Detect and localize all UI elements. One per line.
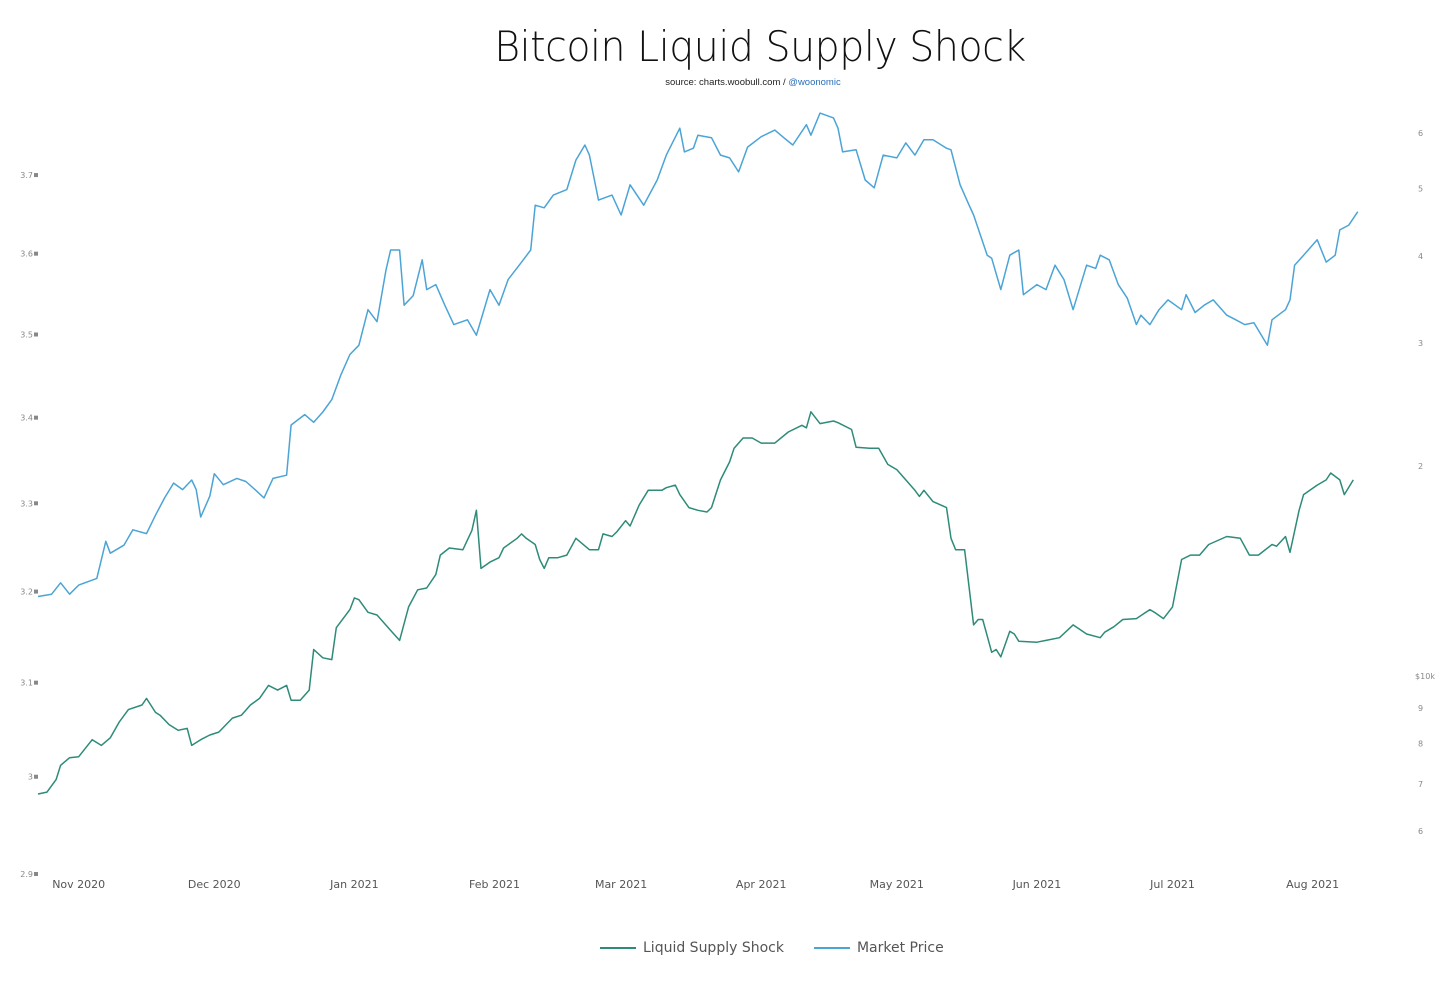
- legend-item-liquid-supply-shock[interactable]: Liquid Supply Shock: [600, 940, 784, 956]
- right-tick-label: 5: [1418, 184, 1423, 193]
- right-tick-label: 6: [1418, 827, 1423, 836]
- x-tick-label: Mar 2021: [595, 878, 647, 891]
- source-text: source: charts.woobull.com /: [665, 77, 789, 88]
- x-tick-label: Apr 2021: [736, 878, 787, 891]
- left-tick-label: 3: [28, 773, 33, 782]
- left-tick-mark: [34, 173, 38, 178]
- left-tick-mark: [34, 332, 38, 337]
- left-tick-label: 3.3: [20, 499, 33, 508]
- right-tick-label: 8: [1418, 740, 1423, 749]
- right-tick-label: 4: [1418, 252, 1423, 261]
- author-handle-link[interactable]: @woonomic: [788, 77, 841, 88]
- legend-swatch-price: [813, 947, 850, 949]
- right-tick-label: 6: [1418, 129, 1423, 138]
- left-tick-label: 3.6: [20, 250, 33, 259]
- x-axis: Nov 2020 Dec 2020 Jan 2021 Feb 2021 Mar 2021…: [52, 878, 1339, 891]
- right-tick-label: $10k: [1415, 672, 1435, 681]
- legend-item-market-price[interactable]: Market Price: [813, 940, 944, 956]
- chart-title: Bitcoin Liquid Supply Shock: [494, 22, 1026, 71]
- legend-label: Market Price: [856, 940, 944, 956]
- legend-swatch-lss: [600, 947, 636, 949]
- x-tick-label: Feb 2021: [469, 878, 520, 891]
- right-tick-label: 7: [1418, 780, 1423, 789]
- left-tick-label: 2.9: [20, 870, 33, 879]
- left-tick-mark: [34, 774, 38, 779]
- chart-subtitle: source: charts.woobull.com / @woonomic: [0, 77, 1456, 88]
- liquid-supply-shock-line: [37, 411, 1354, 795]
- market-price-line: [37, 112, 1359, 598]
- left-tick-label: 3.7: [20, 171, 33, 180]
- left-tick-mark: [34, 251, 38, 256]
- right-tick-label: 2: [1418, 462, 1423, 471]
- x-tick-label: Jan 2021: [329, 878, 378, 891]
- left-axis: 2.9 3 3.1 3.2 3.3 3.4 3.5 3.6 3.7: [20, 171, 38, 879]
- x-tick-label: Aug 2021: [1286, 878, 1339, 891]
- left-tick-label: 3.2: [20, 588, 33, 597]
- left-tick-mark: [34, 501, 38, 506]
- left-tick-mark: [34, 872, 38, 876]
- right-axis: 6 5 4 3 2 $10k 9 8 7 6: [1415, 129, 1435, 836]
- x-tick-label: May 2021: [870, 878, 924, 891]
- left-tick-label: 3.5: [20, 330, 33, 339]
- series-lines: [37, 112, 1359, 795]
- left-tick-mark: [34, 680, 38, 685]
- x-tick-label: Nov 2020: [52, 878, 105, 891]
- left-tick-label: 3.1: [20, 679, 33, 688]
- right-tick-label: 3: [1418, 339, 1423, 348]
- x-tick-label: Jun 2021: [1012, 878, 1062, 891]
- x-tick-label: Dec 2020: [188, 878, 241, 891]
- x-tick-label: Jul 2021: [1149, 878, 1195, 891]
- legend-label: Liquid Supply Shock: [643, 940, 784, 956]
- right-tick-label: 9: [1418, 704, 1423, 713]
- legend: Liquid Supply Shock Market Price: [600, 940, 974, 956]
- left-tick-mark: [34, 415, 38, 420]
- left-tick-label: 3.4: [20, 414, 33, 423]
- left-tick-mark: [34, 589, 38, 594]
